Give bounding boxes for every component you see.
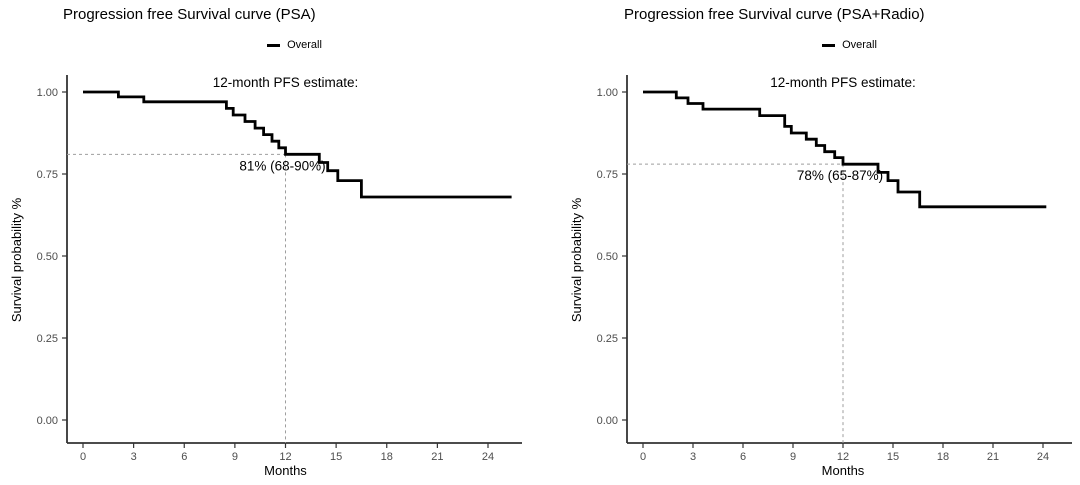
survival-step-curve — [83, 90, 512, 199]
km-plot-psa: 0.00 0.25 0.50 0.75 1.00 0 3 6 9 12 15 18 21 24 Months… — [9, 75, 522, 478]
x-tick-label: 21 — [431, 451, 443, 463]
legend: Overall — [790, 39, 910, 51]
y-tick-label: 0.25 — [597, 333, 618, 345]
x-tick-label: 6 — [740, 451, 746, 463]
x-tick-label: 18 — [381, 451, 393, 463]
y-tick-label: 1.00 — [37, 87, 58, 99]
y-tick-label: 0.00 — [37, 415, 58, 427]
annotation-value: 81% (68-90%) — [239, 158, 325, 173]
y-tick-label: 1.00 — [597, 87, 618, 99]
x-tick-label: 12 — [837, 451, 849, 463]
x-tick-label: 24 — [482, 451, 494, 463]
x-tick-label: 3 — [690, 451, 696, 463]
annotation-value: 78% (65-87%) — [797, 168, 883, 183]
x-tick-label: 12 — [279, 451, 291, 463]
km-figure-psa: Progression free Survival curve (PSA) Ov… — [9, 6, 522, 478]
legend-label: Overall — [287, 39, 322, 51]
x-tick-label: 21 — [987, 451, 999, 463]
x-tick-label: 15 — [887, 451, 899, 463]
x-tick-label: 15 — [330, 451, 342, 463]
legend-line-marker — [822, 43, 836, 47]
x-tick-label: 0 — [640, 451, 646, 463]
y-tick-label: 0.75 — [597, 169, 618, 181]
y-tick-label: 0.75 — [37, 169, 58, 181]
x-tick-label: 3 — [131, 451, 137, 463]
chart-title: Progression free Survival curve (PSA+Rad… — [624, 6, 925, 23]
y-tick-label: 0.00 — [597, 415, 618, 427]
annotation-heading: 12-month PFS estimate: — [213, 75, 359, 90]
annotation-heading: 12-month PFS estimate: — [770, 75, 916, 90]
x-tick-label: 0 — [80, 451, 86, 463]
x-tick-label: 9 — [232, 451, 238, 463]
km-plot-psa-radio: 0.00 0.25 0.50 0.75 1.00 0 3 6 9 12 15 18 21 24 Months… — [569, 75, 1072, 478]
legend: Overall — [235, 39, 355, 51]
legend-label: Overall — [842, 39, 877, 51]
y-tick-label: 0.50 — [597, 251, 618, 263]
x-axis-title: Months — [264, 463, 307, 478]
y-tick-label: 0.50 — [37, 251, 58, 263]
x-tick-label: 24 — [1037, 451, 1049, 463]
survival-step-curve — [643, 90, 1047, 209]
legend-line-marker — [267, 43, 281, 47]
y-tick-label: 0.25 — [37, 333, 58, 345]
y-axis-title: Survival probability % — [569, 197, 584, 322]
y-axis-title: Survival probability % — [9, 197, 24, 322]
x-tick-label: 18 — [937, 451, 949, 463]
x-tick-label: 9 — [790, 451, 796, 463]
x-axis-title: Months — [822, 463, 865, 478]
chart-title: Progression free Survival curve (PSA) — [63, 6, 316, 23]
x-tick-label: 6 — [181, 451, 187, 463]
km-figure-psa-radio: Progression free Survival curve (PSA+Rad… — [540, 0, 1080, 485]
